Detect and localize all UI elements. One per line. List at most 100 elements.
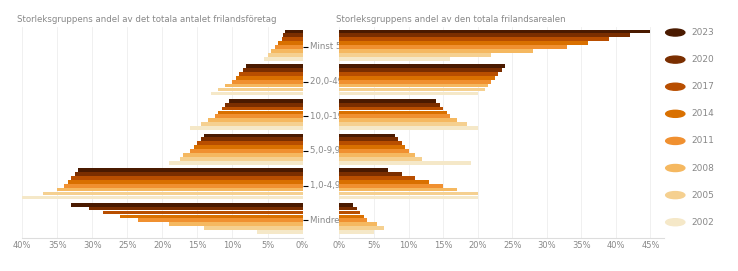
Bar (339, 37, 609, 41)
Bar (68, 180, 303, 184)
Bar (229, 99, 303, 103)
Bar (71, 203, 303, 207)
Bar (232, 80, 303, 83)
Bar (190, 149, 303, 153)
Bar (218, 111, 303, 114)
Bar (243, 68, 303, 72)
Bar (339, 68, 502, 72)
Bar (283, 34, 303, 37)
Bar (71, 176, 303, 180)
Bar (278, 41, 303, 45)
Bar (285, 30, 303, 33)
Bar (339, 211, 360, 214)
Text: 2014: 2014 (692, 109, 714, 118)
Bar (339, 188, 457, 191)
Bar (236, 76, 303, 80)
Bar (339, 88, 485, 91)
Bar (190, 126, 303, 130)
Bar (226, 103, 303, 107)
Bar (339, 49, 533, 53)
Text: Storleksgruppens andel av det totala antalet frilandsföretag: Storleksgruppens andel av det totala ant… (16, 15, 276, 24)
Bar (246, 64, 303, 68)
Bar (339, 30, 650, 33)
Bar (339, 230, 374, 234)
Bar (339, 157, 422, 161)
Bar (78, 168, 303, 172)
Text: 2002: 2002 (692, 218, 714, 227)
Bar (257, 230, 303, 234)
Bar (198, 141, 303, 145)
Bar (339, 168, 388, 172)
Bar (339, 137, 399, 141)
Bar (339, 149, 409, 153)
Text: 2020: 2020 (692, 55, 714, 64)
Text: 2011: 2011 (692, 136, 714, 146)
Bar (239, 72, 303, 76)
Bar (339, 122, 467, 126)
Bar (103, 211, 303, 214)
Bar (339, 141, 401, 145)
Bar (268, 53, 303, 57)
Bar (204, 134, 303, 137)
Bar (201, 137, 303, 141)
Bar (218, 88, 303, 91)
Bar (184, 153, 303, 157)
Bar (43, 192, 303, 195)
Bar (339, 172, 401, 176)
Bar (75, 172, 303, 176)
Bar (339, 161, 471, 164)
Bar (339, 111, 446, 114)
Bar (226, 84, 303, 88)
Bar (339, 114, 450, 118)
Bar (215, 114, 303, 118)
Bar (282, 37, 303, 41)
Text: 2008: 2008 (692, 163, 714, 173)
Bar (194, 145, 303, 149)
Bar (57, 188, 303, 191)
Bar (339, 53, 492, 57)
Bar (339, 41, 588, 45)
Bar (339, 45, 568, 49)
Bar (339, 72, 498, 76)
Bar (339, 134, 395, 137)
Bar (339, 34, 630, 37)
Bar (339, 118, 457, 122)
Bar (339, 103, 440, 107)
Bar (339, 64, 506, 68)
Text: 2005: 2005 (692, 191, 714, 200)
Bar (204, 226, 303, 230)
Bar (339, 76, 495, 80)
Bar (264, 57, 303, 61)
Bar (208, 118, 303, 122)
Bar (339, 126, 477, 130)
Bar (275, 45, 303, 49)
Bar (339, 80, 492, 83)
Bar (271, 49, 303, 53)
Bar (339, 145, 405, 149)
Bar (89, 207, 303, 211)
Bar (339, 176, 415, 180)
Bar (339, 226, 384, 230)
Bar (22, 195, 303, 199)
Bar (180, 157, 303, 161)
Bar (339, 215, 364, 218)
Bar (339, 57, 450, 61)
Bar (222, 107, 303, 110)
Bar (212, 92, 303, 95)
Bar (339, 203, 354, 207)
Text: 2017: 2017 (692, 82, 714, 91)
Bar (339, 184, 443, 188)
Bar (339, 107, 443, 110)
Bar (339, 195, 477, 199)
Bar (339, 207, 356, 211)
Bar (120, 215, 303, 218)
Bar (64, 184, 303, 188)
Text: 2023: 2023 (692, 28, 714, 37)
Bar (339, 92, 477, 95)
Bar (138, 218, 303, 222)
Bar (170, 161, 303, 164)
Bar (201, 122, 303, 126)
Bar (339, 222, 377, 226)
Bar (339, 180, 430, 184)
Bar (339, 99, 436, 103)
